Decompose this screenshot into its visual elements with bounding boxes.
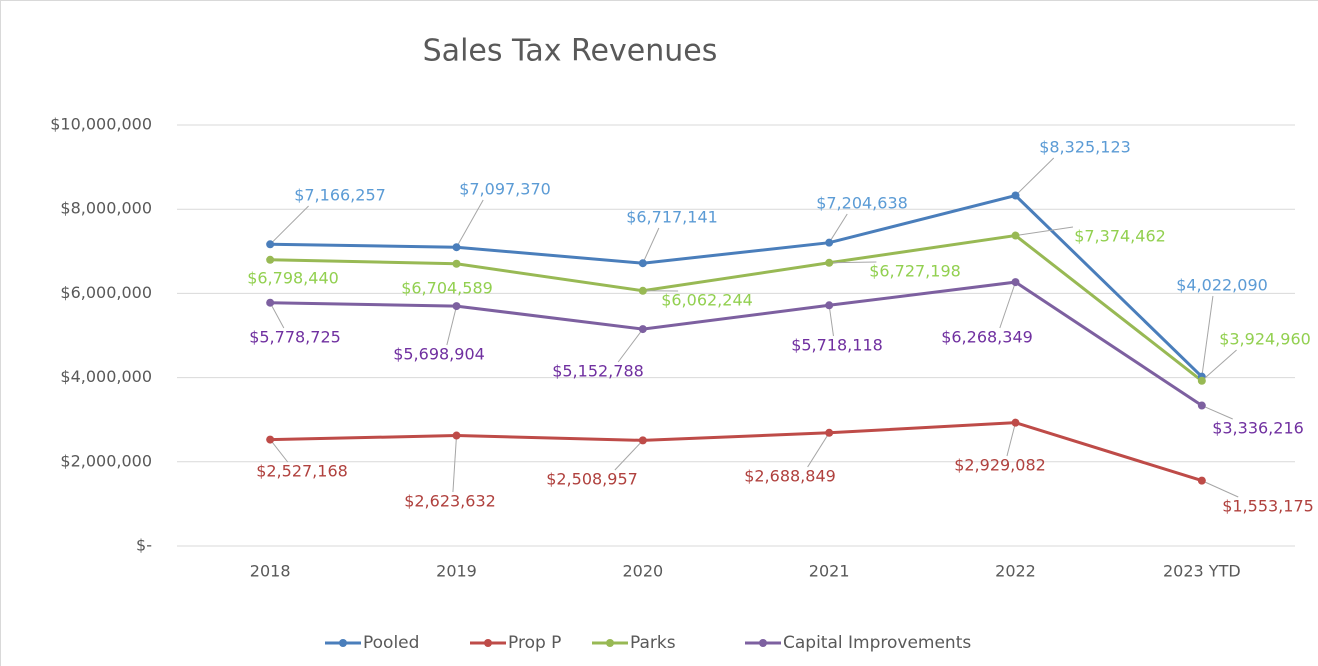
point [452,302,461,311]
leader-line [456,199,484,248]
x-tick-label: 2022 [995,562,1036,581]
point [638,436,647,445]
point [1011,278,1020,287]
data-label: $2,508,957 [546,470,638,489]
point [825,301,834,310]
leader-line [1201,295,1214,377]
legend-swatch-dot [339,639,347,647]
data-label: $7,097,370 [459,180,551,199]
y-tick-label: $4,000,000 [60,367,152,386]
leader-line [807,432,830,468]
data-label: $2,929,082 [954,456,1046,475]
data-label: $2,688,849 [744,467,836,486]
data-label: $6,062,244 [661,291,753,310]
point [452,431,461,440]
series-line [270,280,1203,407]
y-tick-label: $8,000,000 [60,199,152,218]
leader-line [446,305,457,346]
legend-swatch-dot [484,639,492,647]
data-label: $6,268,349 [941,328,1033,347]
data-label: $6,717,141 [626,208,718,227]
point [825,258,834,267]
data-label: $8,325,123 [1039,138,1131,157]
x-tick-label: 2018 [250,562,291,581]
leader-line [828,213,848,243]
leader-line [617,328,644,363]
point [452,259,461,268]
point [452,243,461,252]
data-label: $5,152,788 [552,362,644,381]
point [266,435,275,444]
data-label: $5,718,118 [791,336,883,355]
data-label: $6,704,589 [401,279,493,298]
data-label: $6,727,198 [869,262,961,281]
point [266,298,275,307]
x-tick-label: 2023 YTD [1163,562,1241,581]
x-tick-label: 2021 [809,562,850,581]
x-tick-label: 2020 [622,562,663,581]
leader-line [452,435,457,493]
point [638,286,647,295]
series-line [270,193,1203,378]
chart-title: Sales Tax Revenues [423,34,718,69]
data-label: $7,374,462 [1074,227,1166,246]
data-label: $3,924,960 [1219,330,1311,349]
data-label: $5,778,725 [249,328,341,347]
legend-swatch-dot [606,639,614,647]
leader-line [829,261,877,264]
point [825,238,834,247]
leader-line [1201,349,1237,382]
data-label: $1,553,175 [1222,497,1314,516]
data-label: $2,623,632 [404,492,496,511]
point [638,259,647,268]
leader-line [269,205,309,245]
leader-line [642,227,660,264]
point [825,428,834,437]
point [266,255,275,264]
leader-line [1015,226,1074,237]
leader-line [828,305,834,337]
series-line [270,233,1203,382]
data-label: $7,204,638 [816,194,908,213]
leader-line [1201,480,1239,498]
point [266,240,275,249]
leader-line [269,439,289,463]
data-label: $2,527,168 [256,462,348,481]
data-label: $3,336,216 [1212,419,1304,438]
y-tick-label: $- [136,536,152,555]
legend-label: Capital Improvements [783,633,971,653]
y-tick-label: $2,000,000 [60,451,152,470]
legend-swatch-dot [759,639,767,647]
leader-line [999,281,1016,329]
y-tick-label: $6,000,000 [60,283,152,302]
y-tick-label: $10,000,000 [50,115,152,134]
leader-line [614,440,644,471]
data-label: $6,798,440 [247,269,339,288]
point [1011,231,1020,240]
legend-label: Prop P [508,633,561,653]
point [638,325,647,334]
data-label: $5,698,904 [393,345,485,364]
data-label: $4,022,090 [1176,276,1268,295]
legend-label: Parks [630,633,676,653]
point [1011,191,1020,200]
legend-label: Pooled [363,633,419,653]
point [1011,418,1020,427]
leader-line [1015,157,1055,196]
leader-line [1201,405,1233,420]
data-label: $7,166,257 [294,186,386,205]
x-tick-label: 2019 [436,562,477,581]
point [1197,401,1206,410]
series-line [270,421,1203,483]
point [1197,376,1206,385]
leader-line [269,302,285,329]
leader-line [1006,422,1016,457]
point [1197,476,1206,485]
